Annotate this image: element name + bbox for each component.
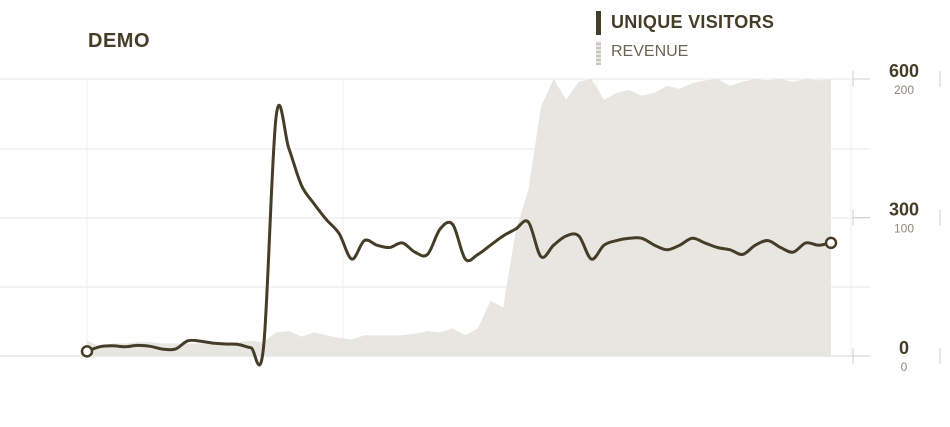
y-tick-label-secondary-2: 200 bbox=[894, 83, 914, 97]
start-point-marker bbox=[80, 345, 94, 358]
legend-swatch-unique-visitors bbox=[596, 11, 601, 35]
chart-title: DEMO bbox=[88, 30, 150, 52]
end-point-marker bbox=[824, 236, 838, 250]
legend-label-unique-visitors: UNIQUE VISITORS bbox=[611, 12, 775, 32]
legend-label-revenue: REVENUE bbox=[611, 43, 689, 60]
y-tick-label-primary-2: 600 bbox=[889, 61, 919, 81]
unique-visitors-line bbox=[85, 103, 833, 367]
revenue-area bbox=[87, 79, 831, 356]
legend-swatch-revenue bbox=[596, 41, 601, 65]
y-tick-label-secondary-1: 100 bbox=[894, 222, 914, 236]
y-tick-label-secondary-0: 0 bbox=[901, 360, 908, 374]
y-tick-label-primary-1: 300 bbox=[889, 200, 919, 220]
y-tick-label-primary-0: 0 bbox=[899, 338, 909, 358]
